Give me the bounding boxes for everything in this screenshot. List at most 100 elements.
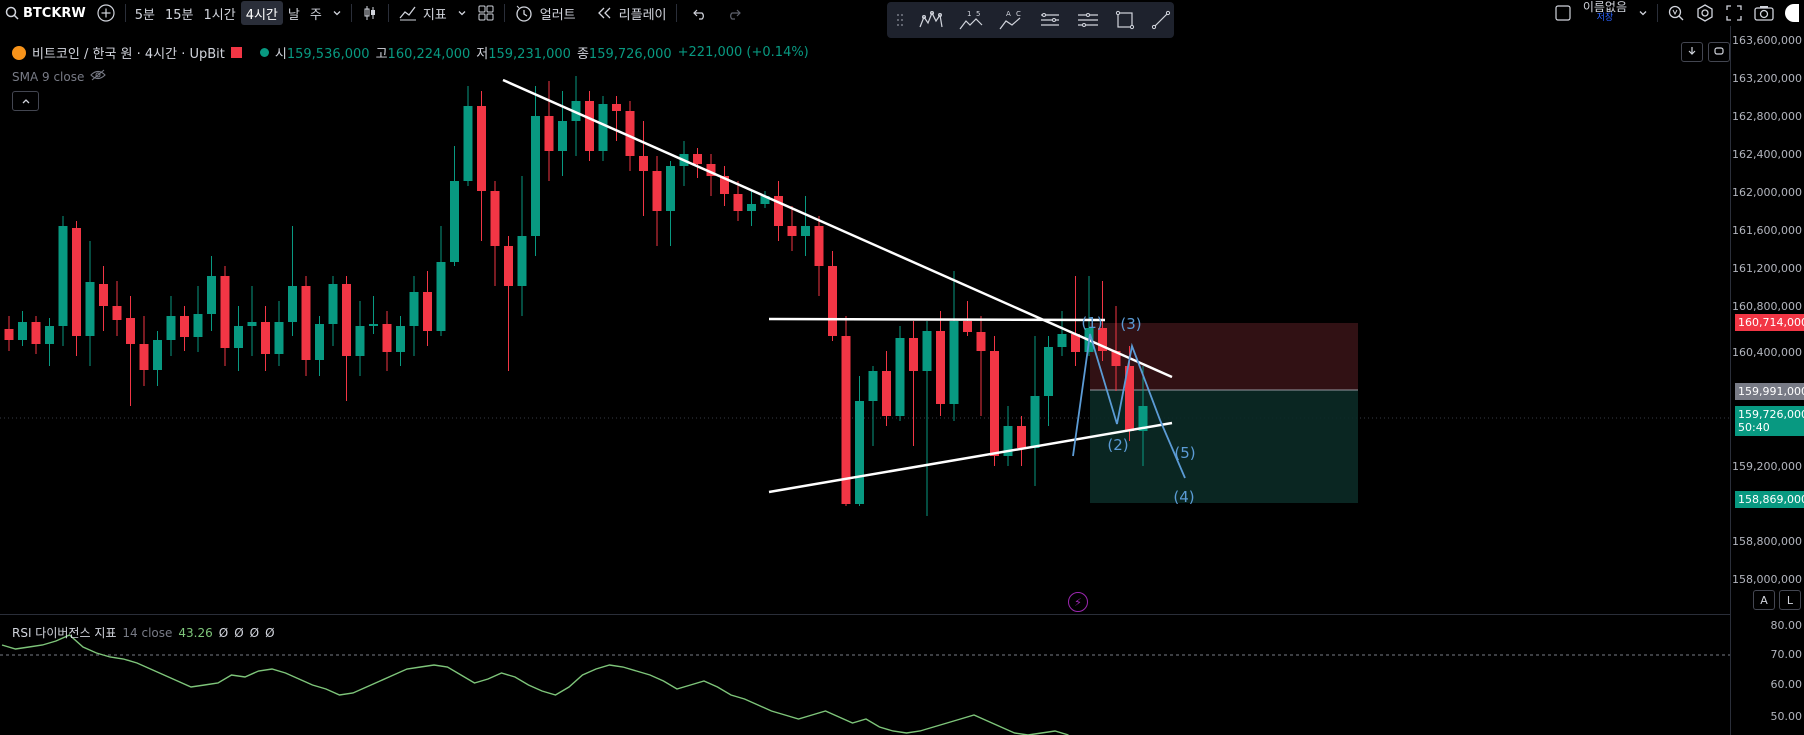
pane-separator[interactable]: [0, 614, 1730, 615]
candle-body: [868, 371, 878, 401]
flag-icon[interactable]: [230, 47, 242, 58]
candle-body: [409, 292, 419, 326]
redo-button[interactable]: [721, 1, 749, 25]
scale-buttons: A L: [1753, 590, 1801, 610]
interval-15m[interactable]: 15분: [164, 7, 194, 23]
interval-dropdown[interactable]: [327, 1, 347, 25]
camera-icon: [1753, 4, 1775, 22]
profile-button[interactable]: [1780, 1, 1804, 25]
market-open-icon: [259, 48, 269, 57]
candle-body: [355, 326, 365, 356]
eye-off-icon[interactable]: [90, 69, 107, 84]
interval-day[interactable]: 날: [287, 7, 300, 23]
fullscreen-button[interactable]: [1720, 1, 1748, 25]
candle-body: [315, 324, 324, 360]
candle-body: [504, 246, 513, 286]
replay-button[interactable]: 리플레이: [591, 1, 672, 25]
rsi-chart[interactable]: [0, 615, 1730, 735]
chart-corner-buttons: [1681, 42, 1730, 62]
wave-label[interactable]: (3): [1120, 315, 1141, 333]
take-profit-zone[interactable]: [1090, 390, 1358, 503]
rsi-legend[interactable]: RSI 다이버전스 지표 14 close 43.26 Ø Ø Ø Ø: [12, 624, 275, 641]
candle-body: [1017, 426, 1026, 448]
candle-body: [18, 322, 27, 340]
collapse-legend-button[interactable]: [12, 91, 39, 111]
interval-4h[interactable]: 4시간: [240, 1, 283, 25]
candle-body: [882, 371, 891, 416]
current-price: 159,726,000: [1738, 408, 1804, 421]
trendline-icon[interactable]: [1147, 8, 1175, 32]
chart-type-button[interactable]: [356, 1, 384, 25]
candle-body: [706, 164, 716, 176]
price-axis[interactable]: 163,600,000 163,200,000 162,800,000 162,…: [1730, 26, 1804, 735]
save-layout-button[interactable]: 이름없음 저장: [1577, 1, 1633, 24]
low-value: 159,231,000: [488, 47, 571, 62]
candle-body: [85, 282, 95, 336]
candle-body: [328, 284, 338, 324]
elliott-wave-path[interactable]: [1072, 333, 1186, 479]
pattern-icon[interactable]: [915, 8, 947, 32]
symbol-title[interactable]: 비트코인 / 한국 원 · 4시간 · UpBit: [32, 47, 225, 62]
compare-button[interactable]: [91, 1, 121, 25]
candle-body: [787, 226, 797, 236]
resistance-line[interactable]: [768, 317, 1106, 322]
candle-body: [828, 266, 837, 336]
candle-body: [288, 286, 297, 322]
alert-button[interactable]: 얼러트: [509, 1, 581, 25]
rectangle-icon[interactable]: [1111, 8, 1139, 32]
open-value: 159,536,000: [286, 47, 370, 62]
auto-scale-button[interactable]: A: [1753, 590, 1775, 610]
wave-labels-group: (1) (2) (3) (4) (5): [1081, 314, 1195, 506]
lightning-icon[interactable]: ⚡: [1068, 592, 1088, 612]
settings-button[interactable]: [1690, 1, 1720, 25]
high-label: 고: [375, 47, 388, 62]
fullscreen-icon: [1725, 4, 1743, 22]
candle-body: [936, 331, 945, 404]
candle-body: [1030, 396, 1040, 448]
candle-body: [922, 331, 932, 371]
snapshot-button[interactable]: [1748, 1, 1780, 25]
candle-body: [720, 176, 729, 194]
drag-handle-icon[interactable]: [893, 8, 907, 32]
horizontal-lines-icon[interactable]: [1073, 8, 1103, 32]
candle-body: [625, 111, 635, 156]
candle-body: [99, 284, 108, 306]
layout-button[interactable]: [1549, 1, 1577, 25]
candle-body: [477, 106, 486, 191]
indicators-button[interactable]: 지표: [393, 1, 452, 25]
close-value: 159,726,000: [588, 47, 672, 62]
candle-body: [112, 306, 122, 320]
interval-week[interactable]: 주: [309, 7, 322, 23]
interval-5m[interactable]: 5분: [134, 7, 155, 23]
interval-1h[interactable]: 1시간: [203, 7, 236, 23]
log-scale-button[interactable]: L: [1779, 590, 1801, 610]
wave-label[interactable]: (4): [1173, 488, 1194, 506]
bitcoin-logo-icon: [12, 45, 26, 60]
stop-loss-zone[interactable]: [1090, 323, 1358, 390]
candle-body: [544, 116, 554, 151]
wave-label[interactable]: (1): [1081, 314, 1102, 332]
descending-trendline[interactable]: [502, 78, 1173, 379]
long-position-icon[interactable]: [1035, 8, 1065, 32]
refresh-icon: [1713, 45, 1725, 60]
price-chart[interactable]: (1) (2) (3) (4) (5): [0, 26, 1730, 614]
scroll-to-latest-button[interactable]: [1681, 42, 1703, 62]
symbol-search[interactable]: BTCKRW: [0, 1, 91, 25]
wave-label[interactable]: (5): [1174, 444, 1195, 462]
indicators-dropdown[interactable]: [452, 1, 472, 25]
candle-body: [774, 196, 783, 226]
ascending-trendline[interactable]: [768, 421, 1173, 494]
reset-chart-button[interactable]: [1708, 42, 1730, 62]
quick-search-button[interactable]: [1662, 1, 1690, 25]
candle-body: [990, 351, 999, 456]
templates-button[interactable]: [472, 1, 500, 25]
candle-body: [45, 326, 54, 344]
candle-body: [558, 121, 567, 151]
undo-button[interactable]: [685, 1, 713, 25]
wave-label[interactable]: (2): [1107, 436, 1128, 454]
price-tick: 163,200,000: [1732, 72, 1802, 85]
save-dropdown[interactable]: [1633, 1, 1653, 25]
sma-legend[interactable]: SMA 9 close: [12, 69, 107, 84]
